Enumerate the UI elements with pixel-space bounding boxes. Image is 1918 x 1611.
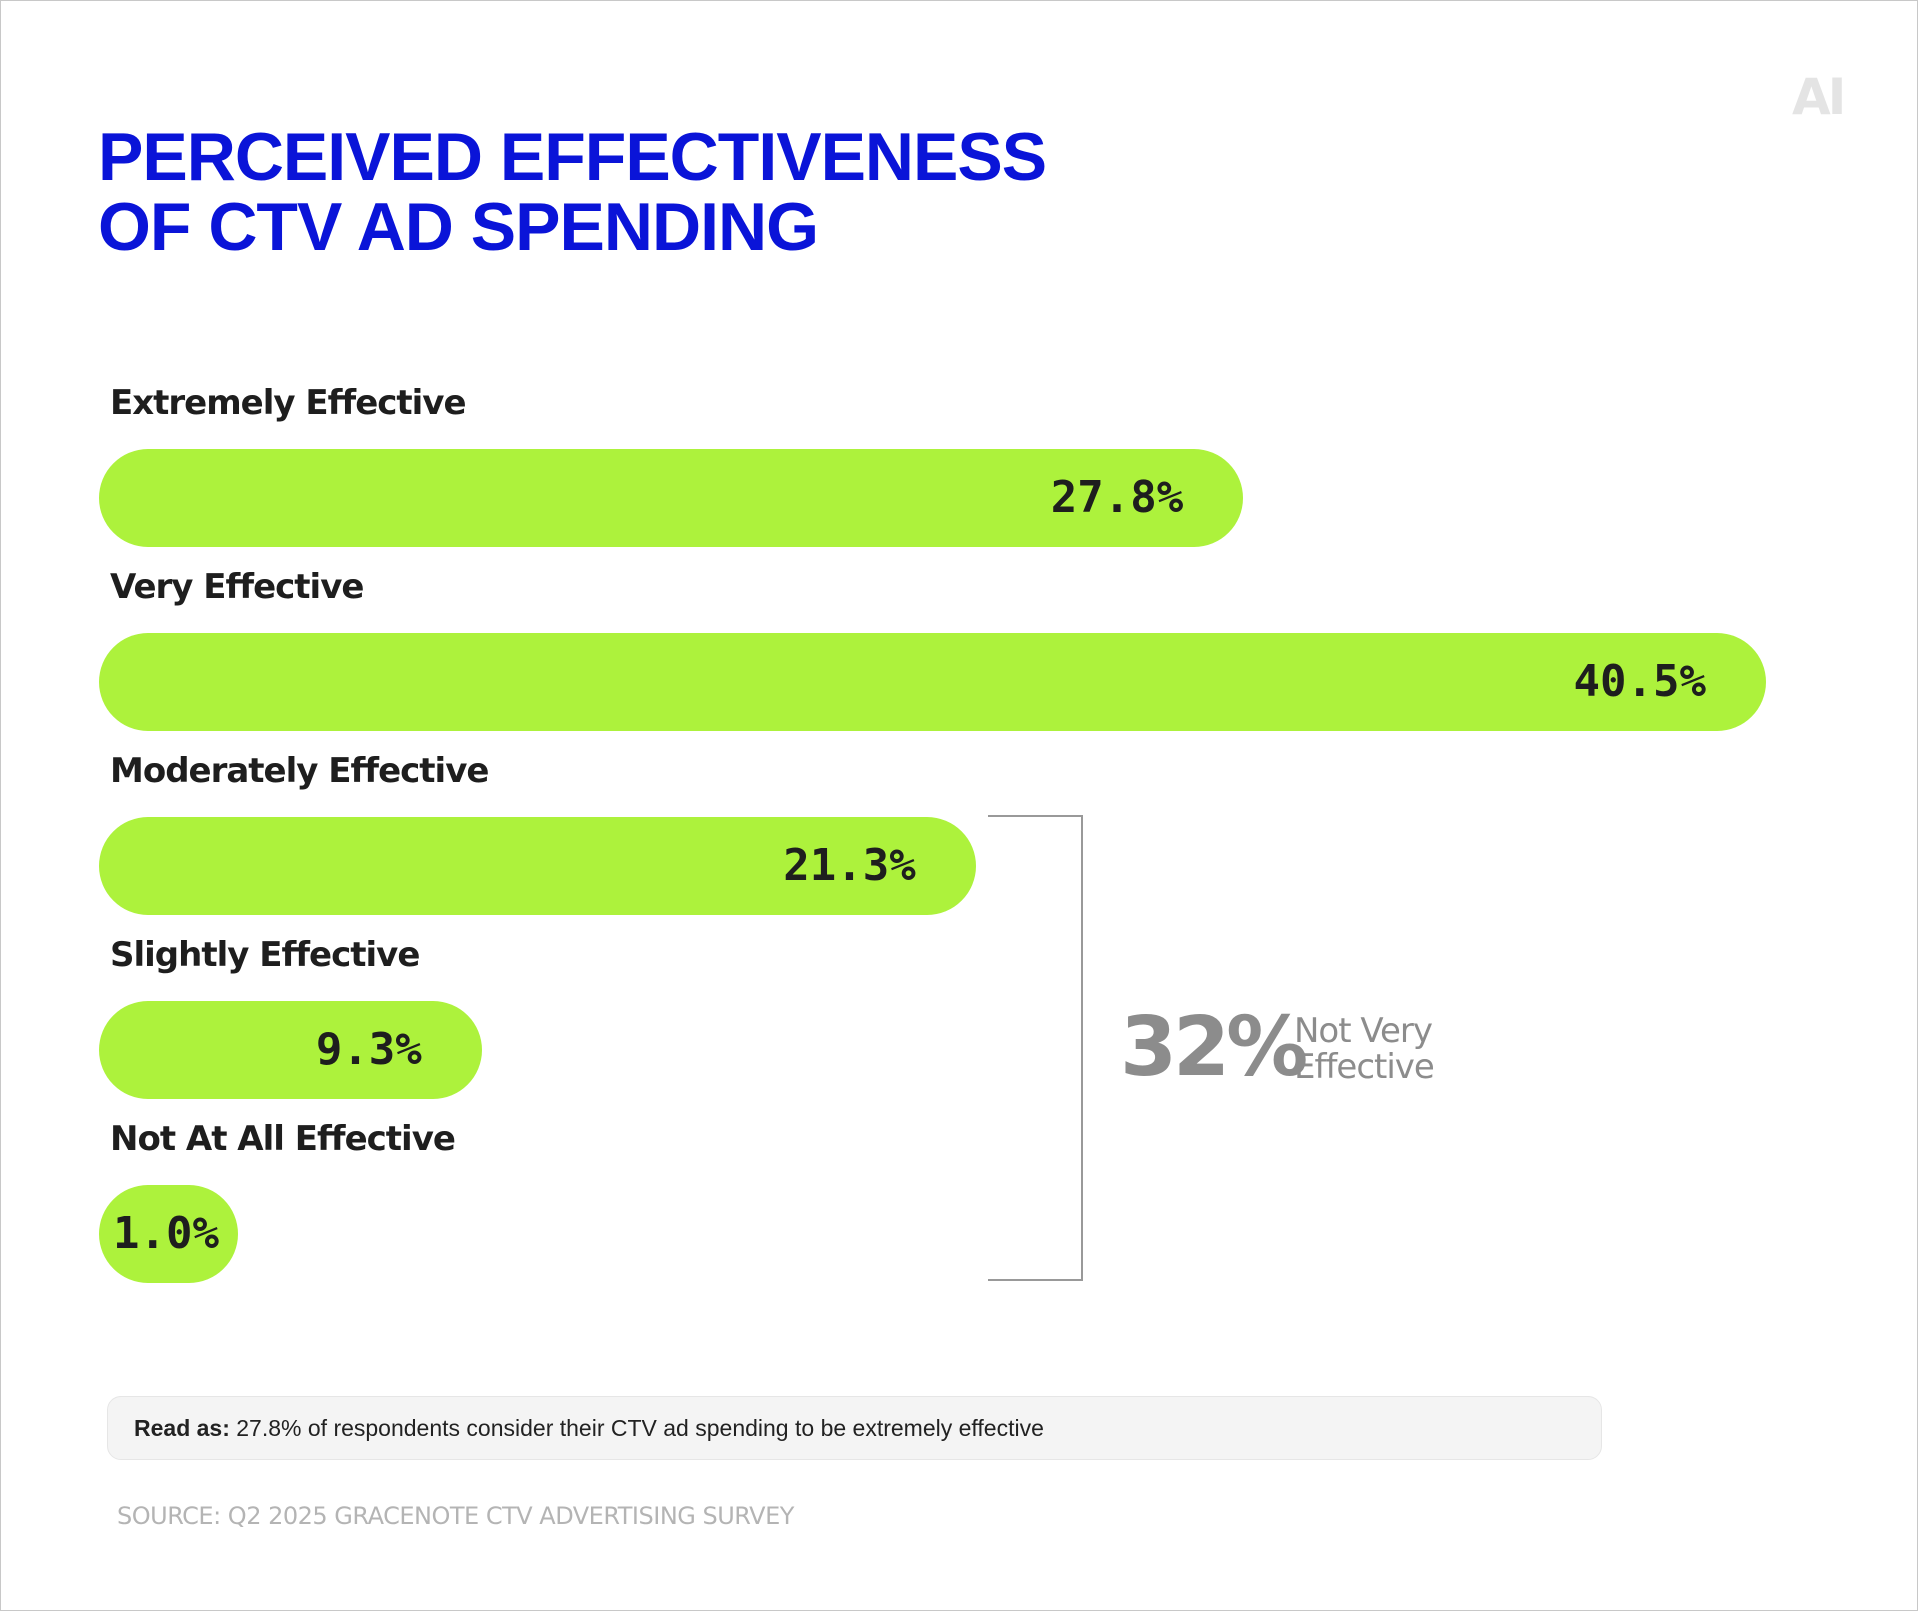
category-label: Not At All Effective xyxy=(110,1119,456,1159)
chart-title-line-1: PERCEIVED EFFECTIVENESS xyxy=(98,119,1047,195)
read-as-note: Read as: 27.8% of respondents consider t… xyxy=(107,1396,1602,1460)
category-label: Extremely Effective xyxy=(110,383,467,423)
callout-label: Not Very Effective xyxy=(1294,1011,1435,1087)
bar: 21.3% xyxy=(99,817,976,915)
bar: 27.8% xyxy=(99,449,1244,547)
group-bracket xyxy=(988,815,1083,1281)
read-as-label: Read as: xyxy=(134,1415,230,1441)
category-label: Slightly Effective xyxy=(110,935,420,975)
bar-value-label: 40.5% xyxy=(1573,656,1706,707)
callout-value: 32% xyxy=(1120,1000,1308,1095)
bar-value-label: 21.3% xyxy=(783,840,916,891)
read-as-text: 27.8% of respondents consider their CTV … xyxy=(236,1415,1044,1441)
brand-logo: AI xyxy=(1792,68,1846,126)
bar-value-label: 9.3% xyxy=(315,1024,422,1075)
category-label: Moderately Effective xyxy=(110,751,489,791)
category-label: Very Effective xyxy=(110,567,364,607)
bar: 1.0% xyxy=(99,1185,238,1283)
bar-value-label: 1.0% xyxy=(113,1208,219,1259)
bar: 9.3% xyxy=(99,1001,482,1099)
bar: 40.5% xyxy=(99,633,1766,731)
chart-title: PERCEIVED EFFECTIVENESS OF CTV AD SPENDI… xyxy=(98,119,1047,265)
chart-title-line-2: OF CTV AD SPENDING xyxy=(98,189,819,265)
bar-value-label: 27.8% xyxy=(1050,472,1184,523)
source-note: SOURCE: Q2 2025 GRACENOTE CTV ADVERTISIN… xyxy=(117,1502,794,1530)
